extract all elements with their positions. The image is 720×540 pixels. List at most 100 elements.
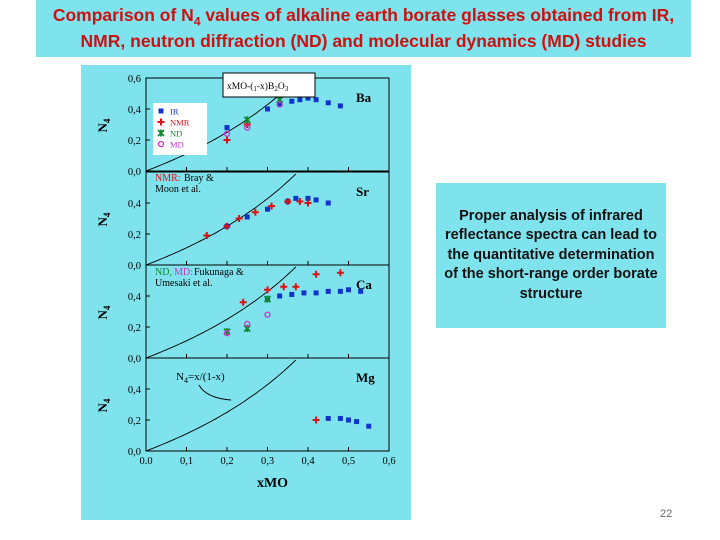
panel-label-ba: Ba	[356, 90, 372, 105]
nmr-data-point	[296, 197, 304, 205]
slide-title-line-2: NMR, neutron diffraction (ND) and molecu…	[80, 31, 647, 51]
x-tick-label: 0,6	[382, 456, 395, 467]
n4-model-curve	[145, 359, 297, 452]
ir-data-point	[337, 103, 343, 109]
legend-label-nmr: NMR	[170, 118, 190, 128]
annotation-text: Moon et al.	[155, 184, 201, 195]
ir-data-point	[158, 108, 164, 114]
nmr-data-point	[264, 286, 271, 294]
ir-data-point	[354, 419, 360, 425]
x-tick-label: 0,2	[220, 456, 233, 467]
nmr-data-point	[251, 208, 259, 216]
nmr-data-point	[284, 197, 292, 205]
y-tick-label: 0,2	[128, 416, 141, 427]
y-axis-label: N4	[95, 212, 112, 226]
callout-text: Proper analysis of infrared reflectance …	[444, 207, 658, 302]
nmr-data-point	[223, 222, 231, 230]
callout-box: Proper analysis of infrared reflectance …	[436, 183, 666, 328]
curve-label: N4=x/(1-x)	[176, 371, 225, 385]
n4-model-curve	[145, 173, 297, 266]
y-tick-label: 0,4	[128, 385, 142, 396]
x-tick-label: 0.0	[139, 456, 152, 467]
title-text: Comparison of N	[52, 5, 194, 25]
legend-label-md: MD	[170, 140, 184, 150]
y-tick-label: 0,6	[128, 74, 141, 85]
ir-data-point	[325, 288, 331, 294]
y-axis-label: N4	[95, 118, 112, 132]
ir-data-point	[325, 100, 331, 106]
nmr-data-point	[292, 283, 300, 291]
n4-chart-figure: 0,0 0,2 0,4 0,6 N4 Ba 0,0 0,2 0,4 N4 Sr NMR: Bray & M…	[81, 65, 411, 520]
y-tick-label: 0,0	[128, 167, 141, 178]
y-axis-label: N4	[95, 305, 112, 319]
annotation-md-tag: MD:	[174, 267, 193, 278]
slide-title-line-1: Comparison of N4 values of alkaline eart…	[36, 5, 691, 29]
y-tick-label: 0,0	[128, 261, 141, 272]
slide-title-banner: Comparison of N4 values of alkaline eart…	[36, 0, 691, 57]
nmr-data-point	[235, 215, 243, 222]
panel-label-ca: Ca	[356, 277, 372, 292]
md-data-point	[223, 330, 231, 337]
ir-data-point	[301, 290, 307, 296]
title-text: values of alkaline earth borate glasses …	[200, 5, 675, 25]
ir-data-point	[366, 423, 372, 429]
nmr-data-point	[268, 202, 276, 210]
annotation-nd-tag: ND,	[155, 267, 172, 278]
ir-data-point	[277, 101, 283, 107]
nd-data-point	[157, 129, 165, 137]
ir-data-point	[289, 291, 295, 297]
nmr-data-point	[157, 118, 165, 126]
n4-model-curve	[145, 79, 297, 172]
ir-data-point	[346, 287, 351, 293]
legend-label-nd: ND	[170, 129, 182, 139]
ir-data-point	[313, 97, 319, 103]
ir-data-point	[244, 214, 250, 220]
y-tick-label: 0,4	[128, 292, 142, 303]
ir-data-point	[277, 293, 283, 299]
md-data-point	[244, 124, 251, 131]
nmr-data-point	[239, 298, 247, 306]
annotation-text: Bray &	[184, 173, 214, 184]
y-axis-label: N4	[95, 398, 112, 412]
md-data-point	[157, 140, 165, 148]
ir-data-point	[337, 288, 343, 294]
nmr-data-point	[312, 416, 320, 424]
legend-label-ir: IR	[170, 107, 179, 117]
nmr-data-point	[304, 199, 312, 207]
annotation-text: Fukunaga &	[194, 267, 244, 278]
nmr-data-point	[203, 232, 211, 240]
y-tick-label: 0,0	[128, 447, 141, 458]
x-tick-label: 0,5	[342, 456, 355, 467]
ir-data-point	[313, 197, 319, 203]
ir-data-point	[305, 95, 311, 101]
md-data-point	[244, 320, 251, 328]
ir-data-point	[325, 200, 331, 206]
annotation-nmr-tag: NMR:	[155, 173, 181, 184]
md-data-point	[276, 101, 283, 108]
ir-data-point	[297, 97, 303, 103]
ir-data-point	[289, 98, 295, 104]
ir-data-point	[346, 417, 351, 423]
ir-data-point	[224, 125, 230, 131]
y-tick-label: 0,2	[128, 136, 141, 147]
legend-title-box	[222, 72, 316, 98]
x-axis-label: xMO	[257, 476, 288, 491]
y-tick-label: 0,4	[128, 105, 142, 116]
nd-data-point	[243, 116, 251, 124]
annotation-text: Umesaki et al.	[155, 278, 212, 289]
curve-label-pointer	[198, 384, 232, 401]
nmr-data-point	[223, 136, 231, 144]
y-tick-label: 0,4	[128, 199, 142, 210]
legend-title: xMO-(1-x)B2O3	[227, 81, 289, 93]
x-tick-label: 0,1	[180, 456, 193, 467]
nmr-data-point	[336, 269, 344, 277]
panel-label-mg: Mg	[356, 370, 375, 385]
title-subscript: 4	[193, 14, 201, 29]
ir-data-point	[305, 195, 311, 201]
ir-data-point	[325, 415, 331, 421]
y-tick-label: 0,2	[128, 323, 141, 334]
ir-data-point	[293, 195, 299, 201]
ir-data-point	[358, 288, 364, 294]
nmr-data-point	[312, 270, 320, 278]
